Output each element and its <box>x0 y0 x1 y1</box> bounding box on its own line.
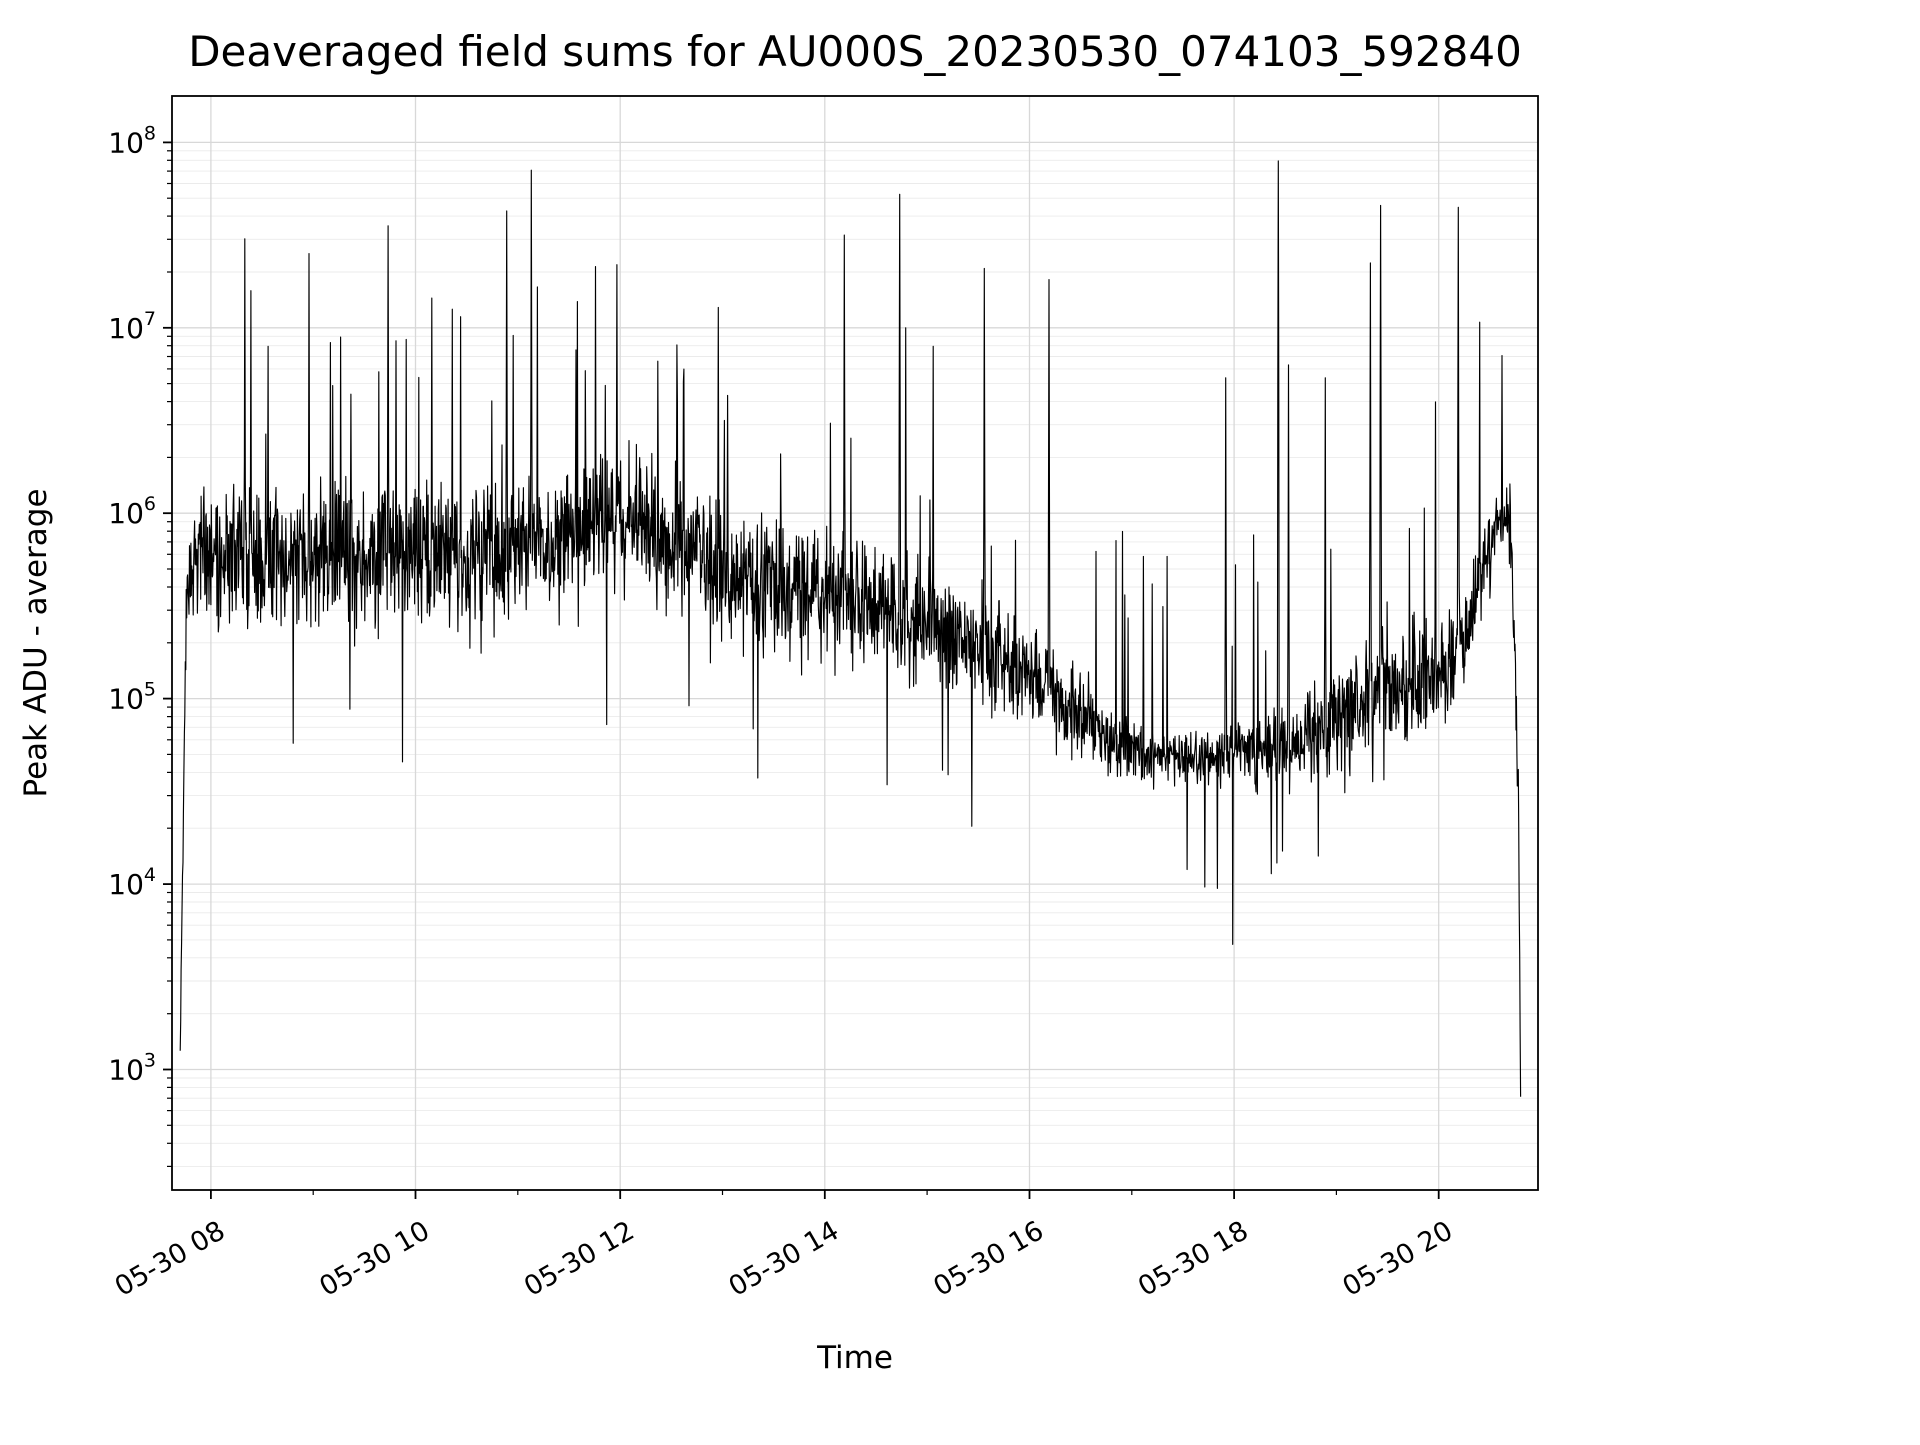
y-tick-label: 104 <box>108 864 156 901</box>
x-tick-label: 05-30 18 <box>1133 1215 1254 1303</box>
x-tick-label: 05-30 16 <box>928 1215 1049 1303</box>
y-tick-label: 108 <box>108 122 156 159</box>
y-tick-label: 103 <box>108 1050 156 1087</box>
data-series <box>179 160 1522 1097</box>
x-tick-label: 05-30 12 <box>519 1215 640 1303</box>
y-tick-label: 106 <box>108 493 156 530</box>
grid-major <box>172 96 1538 1190</box>
data-series-line <box>179 160 1522 1097</box>
x-tick-label: 05-30 14 <box>724 1215 845 1303</box>
axes <box>163 95 1539 1199</box>
y-tick-label: 105 <box>108 679 156 716</box>
x-tick-label: 05-30 10 <box>314 1215 435 1303</box>
y-axis-label: Peak ADU - average <box>18 488 54 797</box>
chart-title: Deaveraged field sums for AU000S_2023053… <box>188 27 1522 76</box>
x-axis-label: Time <box>816 1340 893 1376</box>
y-tick-label: 107 <box>108 308 156 345</box>
x-tick-label: 05-30 20 <box>1338 1215 1459 1303</box>
grid-minor <box>172 150 1538 1167</box>
x-tick-label: 05-30 08 <box>110 1215 231 1303</box>
